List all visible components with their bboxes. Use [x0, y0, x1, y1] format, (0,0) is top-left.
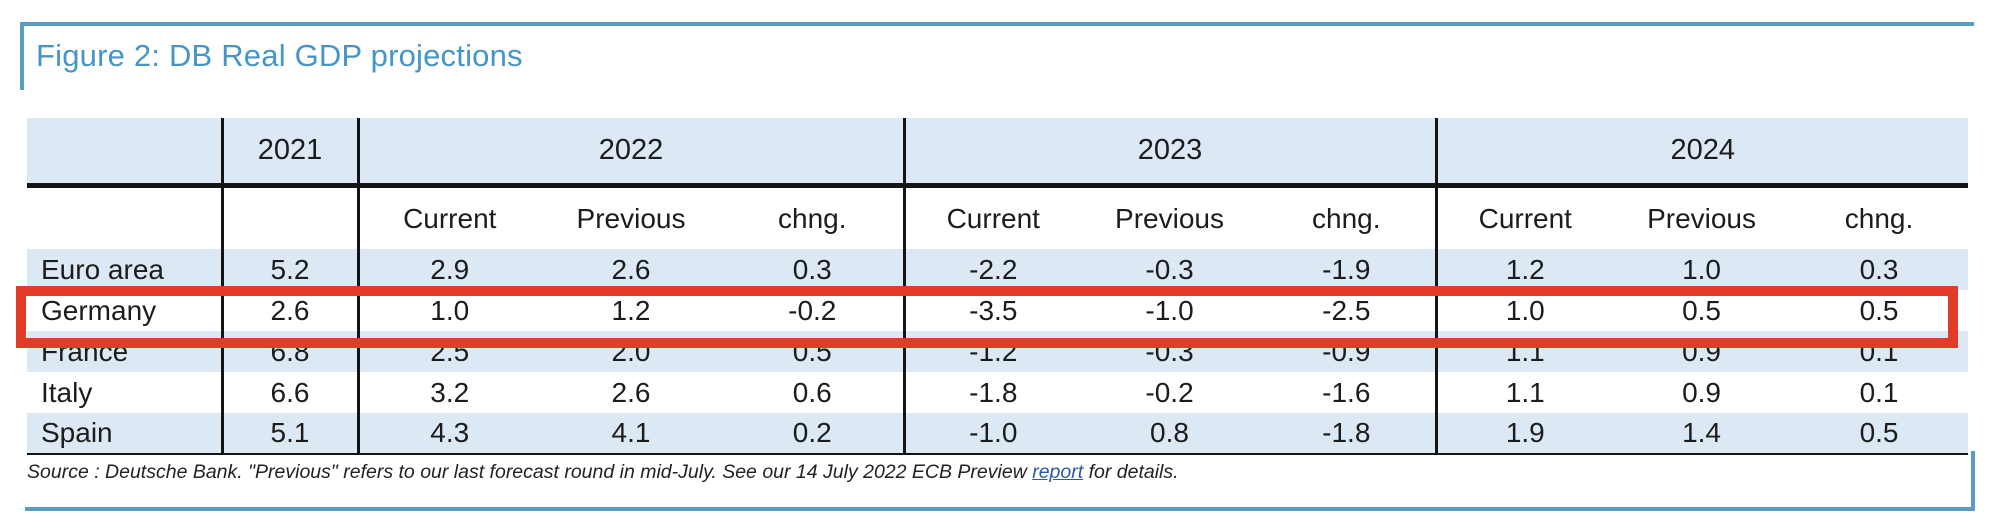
value-cell: -1.6 [1322, 376, 1371, 408]
value-cell: 1.0 [356, 290, 540, 331]
column-header: chng. [1258, 185, 1437, 249]
column-header: Previous [540, 185, 722, 249]
value-cell: 0.2 [722, 413, 905, 455]
table-row: Germany 2.6 1.0 1.2 -0.2 -3.5 -1.0 -2.5 1.0 0.5 0.… [27, 290, 1968, 331]
value-cell: 2.9 [356, 249, 540, 290]
table-head: 2021 2022 2023 2024 Current Previous chng. Curr… [27, 118, 1969, 249]
value-cell: 1.0 [1434, 290, 1614, 331]
value-cell: 0.6 [792, 376, 832, 408]
column-header: Current [356, 185, 540, 249]
value-cell: 6.6 [220, 372, 358, 413]
table-row: Italy 6.6 3.2 2.6 0.6 -1.8 -0.2 -1.6 1.1 0.9 0.1 [27, 372, 1968, 413]
source-text-before: Source : Deutsche Bank. "Previous" refer… [27, 461, 1033, 483]
table-row: France 6.8 2.5 2.0 0.5 -1.2 -0.3 -0.9 1.1 0.9 0.1 [27, 331, 1969, 372]
source-note: Source : Deutsche Bank. "Previous" refer… [27, 461, 1927, 484]
value-cell: 0.5 [1790, 413, 1969, 455]
value-cell: 0.3 [1859, 253, 1899, 285]
bottom-frame-line [25, 451, 1975, 511]
table-row: Spain 5.1 4.3 4.1 0.2 -1.0 0.8 -1.8 1.9 1.4 0.5 [27, 413, 1969, 455]
value-cell: 2.6 [611, 376, 651, 408]
value-cell: -0.2 [788, 294, 837, 326]
year-header: 2024 [1434, 118, 1969, 188]
value-cell: 1.4 [1613, 413, 1791, 455]
year-header: 2023 [902, 118, 1437, 188]
value-cell: -1.0 [902, 413, 1082, 455]
row-label: Germany [41, 294, 157, 326]
value-cell: 0.1 [1859, 376, 1899, 408]
value-cell: 0.9 [1682, 335, 1721, 367]
value-cell: -2.2 [902, 249, 1082, 290]
subcolumn-header-row: Current Previous chng. Current Previous chng.… [27, 185, 1969, 249]
value-cell: 2.6 [220, 290, 358, 331]
value-cell: -2.5 [1322, 294, 1371, 326]
year-header: 2022 [356, 118, 905, 188]
value-cell: -1.9 [1322, 253, 1371, 285]
value-cell: 1.2 [611, 294, 651, 326]
value-cell: -0.2 [1145, 376, 1194, 408]
value-cell: 1.0 [1682, 253, 1721, 285]
row-label: France [41, 335, 129, 367]
value-cell: -3.5 [902, 290, 1082, 331]
gdp-table-container: 2021 2022 2023 2024 Current Previous chng. Curr… [27, 118, 1969, 455]
table-row: Euro area 5.2 2.9 2.6 0.3 -2.2 -0.3 -1.9 1.2 1.0 0… [27, 249, 1969, 290]
column-header: Current [902, 185, 1082, 249]
value-cell: 5.1 [220, 413, 358, 455]
row-label: Spain [27, 413, 222, 455]
column-header: Current [1434, 185, 1614, 249]
column-header: chng. [722, 185, 905, 249]
corner-cell [27, 118, 222, 188]
value-cell: 1.1 [1434, 372, 1614, 413]
value-cell: -0.3 [1145, 253, 1194, 285]
column-header: chng. [1790, 185, 1969, 249]
column-header: Previous [1613, 185, 1791, 249]
value-cell: 0.5 [1682, 294, 1721, 326]
value-cell: 0.8 [1081, 413, 1259, 455]
gdp-table: 2021 2022 2023 2024 Current Previous chng. Curr… [27, 118, 1969, 455]
value-cell: 2.0 [611, 335, 651, 367]
value-cell: 0.9 [1682, 376, 1721, 408]
blank-cell [27, 185, 222, 249]
value-cell: 2.6 [611, 253, 651, 285]
value-cell: -1.8 [902, 372, 1082, 413]
value-cell: 1.1 [1434, 331, 1614, 372]
top-frame-line [20, 22, 1974, 90]
value-cell: 5.2 [220, 249, 358, 290]
value-cell: 1.2 [1434, 249, 1614, 290]
table-body: Euro area 5.2 2.9 2.6 0.3 -2.2 -0.3 -1.9 1.2 1.0 0… [27, 249, 1969, 455]
value-cell: -1.2 [902, 331, 1082, 372]
value-cell: 4.1 [540, 413, 722, 455]
value-cell: 0.5 [1859, 294, 1899, 326]
value-cell: -1.0 [1145, 294, 1194, 326]
value-cell: 0.1 [1859, 335, 1899, 367]
value-cell: 1.9 [1434, 413, 1614, 455]
report-link[interactable]: report [1032, 461, 1084, 483]
column-header [220, 185, 358, 249]
year-header: 2021 [220, 118, 358, 188]
value-cell: 3.2 [356, 372, 540, 413]
value-cell: -1.8 [1258, 413, 1437, 455]
value-cell: 2.5 [356, 331, 540, 372]
column-header: Previous [1081, 185, 1259, 249]
row-label: Euro area [41, 253, 164, 285]
source-text-after: for details. [1083, 461, 1179, 483]
value-cell: 0.5 [792, 335, 832, 367]
figure-title: Figure 2: DB Real GDP projections [36, 38, 523, 73]
value-cell: -0.9 [1322, 335, 1371, 367]
year-header-row: 2021 2022 2023 2024 [27, 118, 1969, 188]
value-cell: 0.3 [792, 253, 832, 285]
row-label: Italy [41, 376, 93, 408]
value-cell: 6.8 [220, 331, 358, 372]
value-cell: 4.3 [356, 413, 540, 455]
value-cell: -0.3 [1145, 335, 1194, 367]
